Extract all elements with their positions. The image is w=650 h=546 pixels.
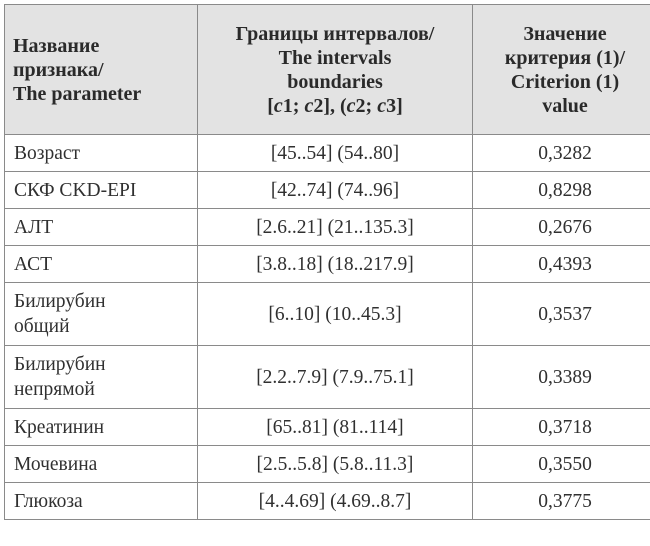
header-intervals-formula: [c1; c2], (c2; c3] [198,94,472,118]
criterion-value-cell: 0,2676 [472,208,650,246]
criterion-value-cell: 0,3389 [472,345,650,409]
formula-part: ] [396,94,403,117]
criterion-value-cell: 0,8298 [472,171,650,209]
parameter-cell: Креатинин [4,408,198,446]
formula-var: c [273,94,283,117]
parameter-name: СКФ CKD-EPI [14,179,137,201]
header-criterion: Значение критерия (1)/ Criterion (1) val… [472,4,650,135]
parameter-cell: СКФ CKD-EPI [4,171,198,209]
formula-part: 3 [386,94,397,117]
parameter-cell: Возраст [4,134,198,172]
range-cell: [4..4.69] (4.69..8.7] [197,482,473,520]
header-criterion-line: Значение [523,22,607,45]
range-cell: [2.6..21] (21..135.3] [197,208,473,246]
formula-part: ; [365,94,378,117]
criterion-value-cell: 0,3537 [472,282,650,346]
formula-var: c [377,94,387,117]
table-row: АЛТ [2.6..21] (21..135.3] 0,2676 [4,208,650,246]
table-row: Креатинин [65..81] (81..114] 0,3718 [4,408,650,446]
table-row: Билирубин непрямой [2.2..7.9] (7.9..75.1… [4,345,650,409]
header-criterion-line: Criterion (1) [510,70,620,93]
formula-var: c [346,94,356,117]
table-row: Билирубин общий [6..10] (10..45.3] 0,353… [4,282,650,346]
parameter-name: Возраст [14,142,81,164]
table-row: АСТ [3.8..18] (18..217.9] 0,4393 [4,245,650,283]
header-intervals: Границы интервалов/ The intervals bounda… [197,4,473,135]
header-parameter-line: The parameter [13,82,142,105]
header-intervals-line: boundaries [287,70,383,93]
range-cell: [6..10] (10..45.3] [197,282,473,346]
criterion-value-cell: 0,3775 [472,482,650,520]
parameter-name: Креатинин [14,416,105,438]
formula-part: 1 [282,94,293,117]
range-cell: [2.2..7.9] (7.9..75.1] [197,345,473,409]
formula-part: ], ( [323,94,347,117]
parameter-cell: АЛТ [4,208,198,246]
parameter-name: Глюкоза [14,490,83,512]
criterion-value-cell: 0,3282 [472,134,650,172]
header-intervals-line: Границы интервалов/ [235,22,435,45]
table-row: СКФ CKD-EPI [42..74] (74..96] 0,8298 [4,171,650,209]
parameter-name: Билирубин [14,291,106,312]
table-row: Мочевина [2.5..5.8] (5.8..11.3] 0,3550 [4,445,650,483]
criterion-value-cell: 0,3718 [472,408,650,446]
header-parameter-line: признака/ [13,58,104,81]
table-row: Глюкоза [4..4.69] (4.69..8.7] 0,3775 [4,482,650,520]
parameter-name: общий [14,316,70,337]
intervals-table: Название признака/ The parameter Границы… [4,4,650,520]
table-row: Возраст [45..54] (54..80] 0,3282 [4,134,650,172]
range-cell: [45..54] (54..80] [197,134,473,172]
header-criterion-line: критерия (1)/ [504,46,626,69]
formula-var: c [304,94,314,117]
range-cell: [2.5..5.8] (5.8..11.3] [197,445,473,483]
parameter-cell: АСТ [4,245,198,283]
formula-part: [ [267,94,274,117]
formula-part: ; [292,94,305,117]
parameter-name: АЛТ [14,216,54,238]
criterion-value-cell: 0,3550 [472,445,650,483]
header-criterion-line: value [542,94,588,117]
parameter-name: Билирубин [14,354,106,375]
range-cell: [65..81] (81..114] [197,408,473,446]
parameter-cell: Билирубин общий [4,282,198,346]
parameter-cell: Мочевина [4,445,198,483]
header-row: Название признака/ The parameter Границы… [4,4,650,135]
parameter-name: Мочевина [14,453,98,475]
parameter-name: АСТ [14,253,53,275]
parameter-cell: Глюкоза [4,482,198,520]
header-parameter: Название признака/ The parameter [4,4,198,135]
header-parameter-line: Название [13,34,100,57]
parameter-name: непрямой [14,379,95,400]
range-cell: [42..74] (74..96] [197,171,473,209]
header-intervals-line: The intervals [278,46,392,69]
range-cell: [3.8..18] (18..217.9] [197,245,473,283]
formula-part: 2 [355,94,366,117]
criterion-value-cell: 0,4393 [472,245,650,283]
formula-part: 2 [313,94,324,117]
parameter-cell: Билирубин непрямой [4,345,198,409]
